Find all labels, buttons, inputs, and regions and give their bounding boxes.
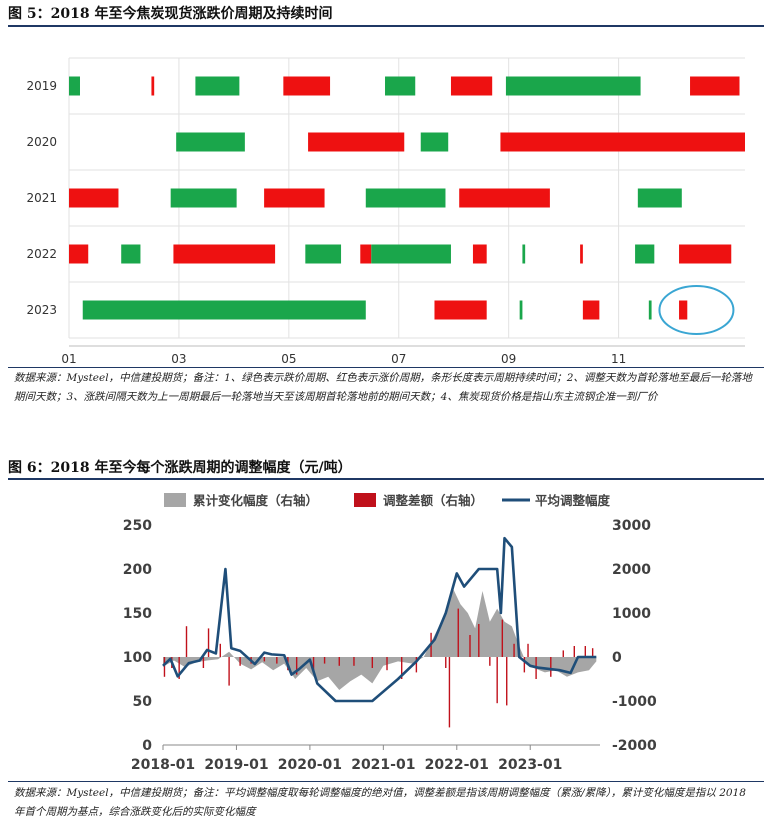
x-tick-label: 03 bbox=[171, 352, 186, 366]
up-cycle-bar-2023 bbox=[434, 300, 487, 320]
down-cycle-bar-2021 bbox=[365, 188, 446, 208]
up-cycle-bar-2022 bbox=[580, 244, 583, 264]
row-label-2019: 2019 bbox=[26, 79, 57, 93]
right-axis-tick: 0 bbox=[612, 650, 622, 666]
up-cycle-bar-2020 bbox=[500, 132, 745, 152]
down-cycle-bar-2022 bbox=[371, 244, 451, 264]
x-axis-tick: 2019-01 bbox=[204, 757, 268, 773]
down-cycle-bar-2022 bbox=[121, 244, 141, 264]
up-cycle-bar-2019 bbox=[450, 76, 493, 96]
right-axis-tick: 1000 bbox=[612, 606, 651, 622]
up-cycle-bar-2022 bbox=[472, 244, 487, 264]
left-axis-tick: 200 bbox=[123, 562, 152, 578]
figure5-title: 图 5：2018 年至今焦炭现货涨跌价周期及持续时间 bbox=[8, 6, 333, 22]
down-cycle-bar-2019 bbox=[385, 76, 416, 96]
left-axis-tick: 150 bbox=[123, 606, 152, 622]
legend-label-line: 平均调整幅度 bbox=[535, 493, 611, 508]
x-axis-tick: 2023-01 bbox=[498, 757, 562, 773]
up-cycle-bar-2023 bbox=[582, 300, 600, 320]
row-label-2023: 2023 bbox=[26, 303, 57, 317]
x-tick-label: 01 bbox=[61, 352, 76, 366]
down-cycle-bar-2022 bbox=[635, 244, 655, 264]
left-axis-tick: 0 bbox=[142, 738, 152, 754]
x-axis-tick: 2020-01 bbox=[278, 757, 342, 773]
x-tick-label: 07 bbox=[391, 352, 406, 366]
x-tick-label: 05 bbox=[281, 352, 296, 366]
figure6-combo-chart: 累计变化幅度（右轴） 调整差额（右轴） 平均调整幅度 0 50 100 150 200 250 -… bbox=[123, 493, 657, 773]
up-cycle-bar-2021 bbox=[264, 188, 325, 208]
down-cycle-bar-2019 bbox=[195, 76, 240, 96]
up-cycle-bar-2022 bbox=[69, 244, 89, 264]
up-cycle-bar-2023 bbox=[679, 300, 688, 320]
up-cycle-bar-2019 bbox=[690, 76, 740, 96]
legend-label-area: 累计变化幅度（右轴） bbox=[193, 493, 318, 508]
right-axis-tick: 2000 bbox=[612, 562, 651, 578]
x-axis-tick: 2018-01 bbox=[131, 757, 195, 773]
down-cycle-bar-2020 bbox=[420, 132, 449, 152]
down-cycle-bar-2019 bbox=[505, 76, 641, 96]
figure6-source-note: 数据来源：Mysteel，中信建投期货；备注：平均调整幅度取每轮调整幅度的绝对值… bbox=[14, 787, 746, 818]
down-cycle-bar-2021 bbox=[637, 188, 682, 208]
down-cycle-bar-2023 bbox=[648, 300, 652, 320]
up-cycle-bar-2022 bbox=[679, 244, 732, 264]
right-axis-tick: -1000 bbox=[612, 694, 657, 710]
figure5-top-rule bbox=[8, 25, 764, 27]
up-cycle-bar-2022 bbox=[173, 244, 276, 264]
average-adjustment-line bbox=[162, 536, 597, 703]
right-axis-tick: -2000 bbox=[612, 738, 657, 754]
legend-swatch-area bbox=[164, 493, 186, 507]
legend-label-bar: 调整差额（右轴） bbox=[383, 493, 483, 508]
row-label-2020: 2020 bbox=[26, 135, 57, 149]
left-axis-tick: 250 bbox=[123, 518, 152, 534]
down-cycle-bar-2023 bbox=[82, 300, 366, 320]
up-cycle-bar-2022 bbox=[360, 244, 372, 264]
down-cycle-bar-2020 bbox=[176, 132, 245, 152]
cumulative-change-area bbox=[163, 588, 597, 690]
down-cycle-bar-2019 bbox=[69, 76, 80, 96]
down-cycle-bar-2023 bbox=[519, 300, 523, 320]
down-cycle-bar-2021 bbox=[170, 188, 237, 208]
x-axis-tick: 2022-01 bbox=[425, 757, 489, 773]
legend-swatch-bar bbox=[354, 493, 376, 507]
row-label-2022: 2022 bbox=[26, 247, 57, 261]
x-axis-tick: 2021-01 bbox=[351, 757, 415, 773]
left-axis-tick: 50 bbox=[133, 694, 153, 710]
left-axis-tick: 100 bbox=[123, 650, 152, 666]
highlight-circle bbox=[658, 285, 735, 335]
figure5-gantt-chart: 01 03 05 07 09 11 2019 2020 2021 2022 2023 bbox=[26, 57, 745, 366]
figure6-top-rule bbox=[8, 478, 764, 480]
up-cycle-bar-2021 bbox=[69, 188, 119, 208]
up-cycle-bar-2019 bbox=[283, 76, 331, 96]
right-axis-tick: 3000 bbox=[612, 518, 651, 534]
down-cycle-bar-2022 bbox=[522, 244, 526, 264]
up-cycle-bar-2019 bbox=[151, 76, 155, 96]
figure5-bottom-rule bbox=[8, 367, 764, 368]
x-tick-label: 09 bbox=[501, 352, 516, 366]
up-cycle-bar-2021 bbox=[459, 188, 550, 208]
x-tick-label: 11 bbox=[611, 352, 626, 366]
row-label-2021: 2021 bbox=[26, 191, 57, 205]
down-cycle-bar-2022 bbox=[305, 244, 342, 264]
figure6-title: 图 6：2018 年至今每个涨跌周期的调整幅度（元/吨） bbox=[8, 460, 352, 476]
figure5-source-note: 数据来源：Mysteel，中信建投期货；备注：1、绿色表示跌价周期、红色表示涨价… bbox=[14, 372, 752, 403]
up-cycle-bar-2020 bbox=[308, 132, 405, 152]
figure6-bottom-rule bbox=[8, 781, 764, 782]
